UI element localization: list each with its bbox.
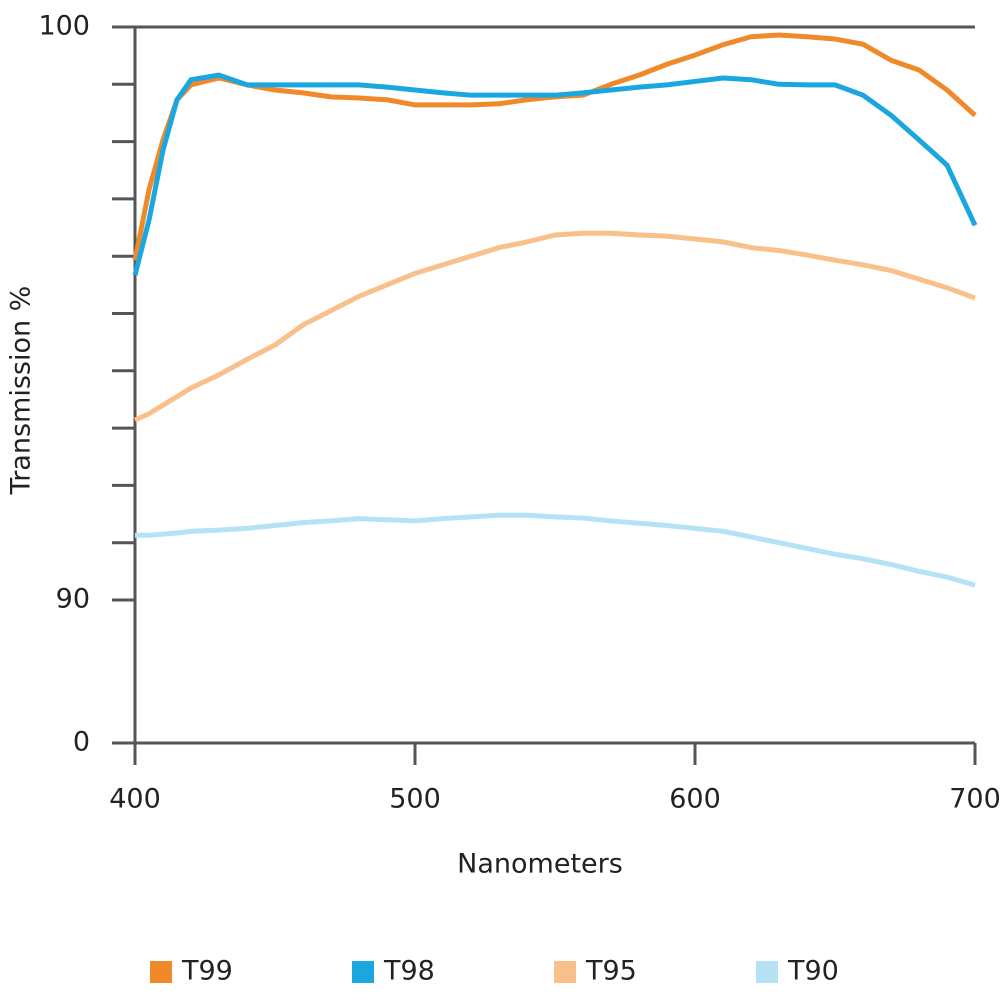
series-line — [132, 32, 977, 261]
x-tick-label: 600 — [669, 784, 721, 815]
y-tick-label: 90 — [56, 584, 90, 615]
series-line — [132, 72, 978, 276]
legend-swatch — [150, 961, 172, 983]
legend-swatch — [756, 961, 778, 983]
legend-label: T99 — [181, 956, 233, 987]
series-line — [135, 512, 976, 588]
legend-swatch — [554, 961, 576, 983]
x-tick-label: 400 — [109, 784, 161, 815]
legend-label: T95 — [585, 956, 637, 987]
legend-label: T98 — [383, 956, 435, 987]
y-tick-label: 100 — [38, 11, 90, 42]
y-axis-title: Transmission % — [6, 286, 37, 496]
x-tick-label: 500 — [389, 784, 441, 815]
series-line — [133, 230, 976, 423]
x-tick-label: 700 — [949, 784, 1000, 815]
legend-label: T90 — [787, 956, 839, 987]
y-tick-label: 0 — [73, 727, 90, 758]
x-axis-title: Nanometers — [457, 849, 623, 880]
legend-swatch — [352, 961, 374, 983]
